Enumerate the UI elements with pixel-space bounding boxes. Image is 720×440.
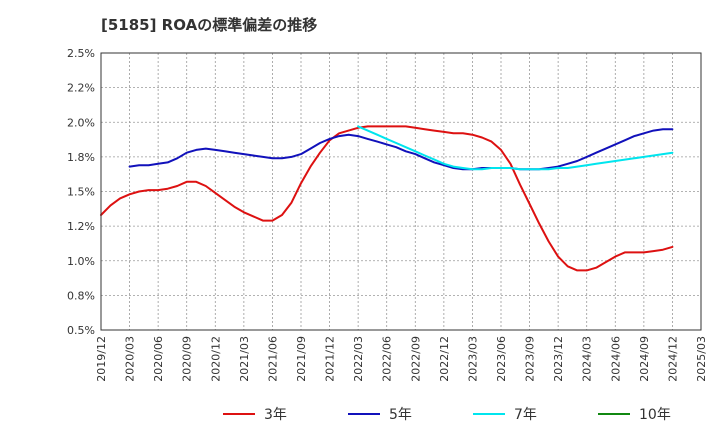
- series-lines: [100, 125, 674, 272]
- y-tick-label: 2.0%: [67, 116, 95, 129]
- x-tick-label: 2022/12: [438, 336, 451, 382]
- x-tick-label: 2023/12: [552, 336, 565, 382]
- x-tick-label: 2024/09: [638, 336, 651, 382]
- y-tick-label: 1.8%: [67, 151, 95, 164]
- y-tick-label: 1.5%: [67, 186, 95, 199]
- x-tick-label: 2022/06: [381, 336, 394, 382]
- x-tick-label: 2024/03: [581, 336, 594, 382]
- series-line-3年: [100, 125, 674, 272]
- plot-frame: [100, 52, 702, 331]
- chart-title: [5185] ROAの標準偏差の推移: [101, 16, 318, 34]
- x-axis-ticks: 2019/12 2020/03 2020/06 2020/09 2020/12 2021/…: [95, 336, 708, 382]
- x-tick-label: 2021/03: [238, 336, 251, 382]
- x-tick-label: 2020/06: [152, 336, 165, 382]
- y-axis-ticks: 0.5% 0.8% 1.0% 1.2% 1.5% 1.8% 2.0% 2.2% 2.5%: [67, 47, 95, 337]
- y-tick-label: 1.2%: [67, 220, 95, 233]
- y-tick-label: 2.5%: [67, 47, 95, 60]
- x-tick-label: 2020/03: [124, 336, 137, 382]
- y-tick-label: 0.5%: [67, 324, 95, 337]
- x-tick-label: 2022/03: [352, 336, 365, 382]
- x-tick-label: 2020/12: [209, 336, 222, 382]
- x-tick-label: 2020/09: [181, 336, 194, 382]
- x-tick-label: 2021/12: [324, 336, 337, 382]
- x-tick-label: 2024/06: [609, 336, 622, 382]
- series-line-5年: [128, 128, 674, 171]
- grid-lines: [100, 52, 702, 331]
- legend-label-10年: 10年: [639, 407, 671, 423]
- y-tick-label: 1.0%: [67, 255, 95, 268]
- x-tick-label: 2021/06: [266, 336, 279, 382]
- y-tick-label: 0.8%: [67, 289, 95, 302]
- x-tick-label: 2022/09: [409, 336, 422, 382]
- x-tick-label: 2024/12: [666, 336, 679, 382]
- x-tick-label: 2019/12: [95, 336, 108, 382]
- legend: 3年 5年 7年 10年: [223, 407, 671, 423]
- legend-label-3年: 3年: [264, 407, 287, 423]
- x-tick-label: 2025/03: [695, 336, 708, 382]
- series-line-7年: [357, 125, 674, 171]
- legend-label-7年: 7年: [514, 407, 537, 423]
- y-tick-label: 2.2%: [67, 82, 95, 95]
- x-tick-label: 2021/09: [295, 336, 308, 382]
- x-tick-label: 2023/06: [495, 336, 508, 382]
- x-tick-label: 2023/09: [524, 336, 537, 382]
- legend-label-5年: 5年: [389, 407, 412, 423]
- x-tick-label: 2023/03: [466, 336, 479, 382]
